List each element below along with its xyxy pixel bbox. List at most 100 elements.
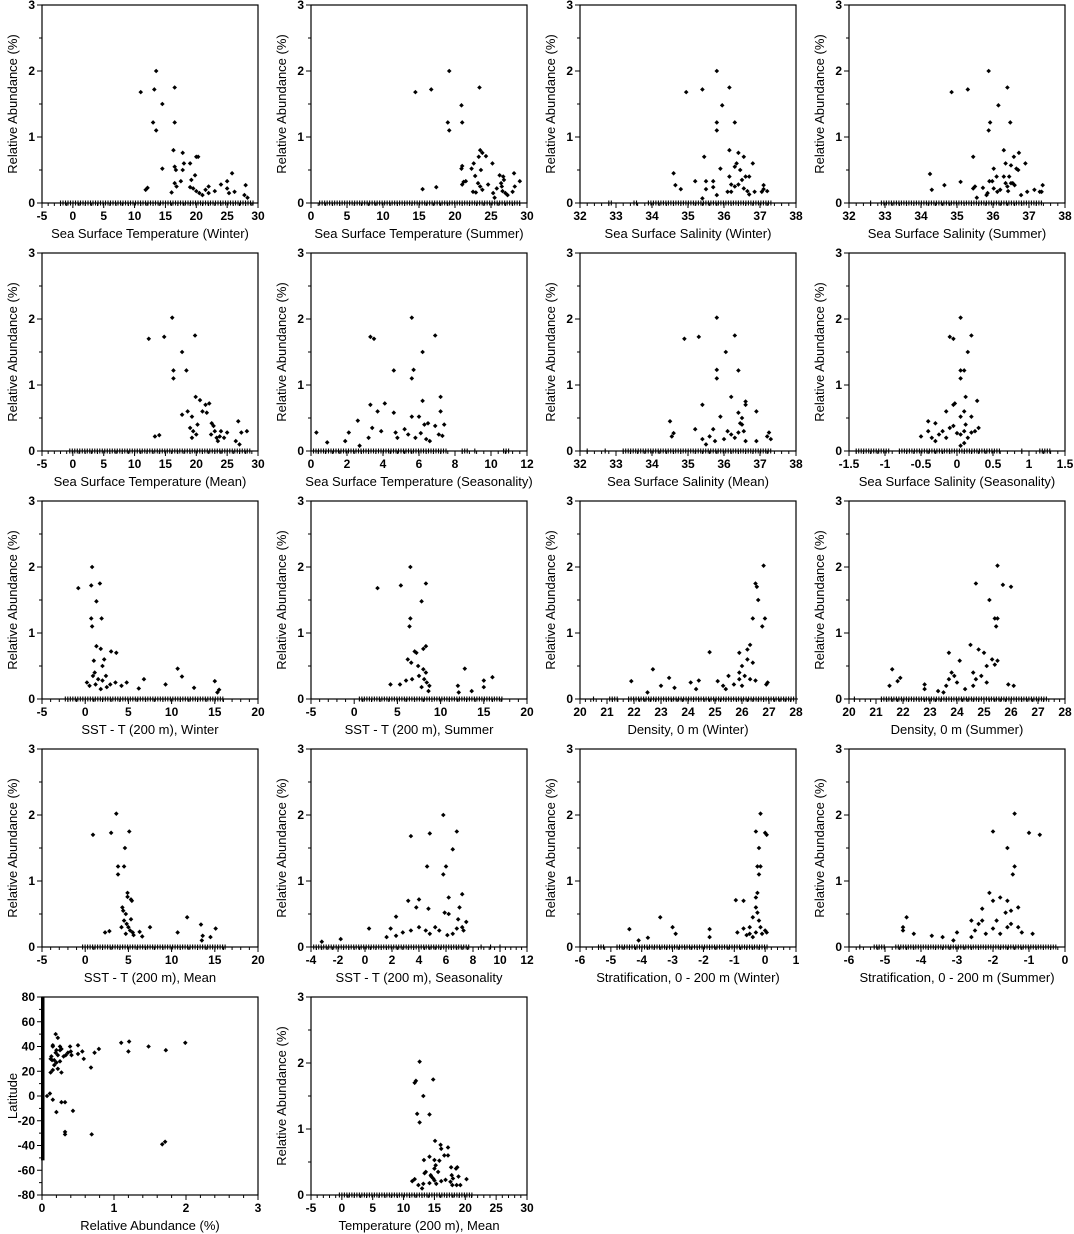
- y-tick-label: 2: [297, 1056, 304, 1070]
- data-point: [454, 1164, 460, 1170]
- x-tick-label: 15: [428, 1201, 442, 1215]
- data-point: [742, 673, 747, 679]
- plot-frame: [41, 500, 259, 700]
- data-point: [976, 425, 981, 431]
- y-axis-label: Relative Abundance (%): [812, 282, 827, 421]
- data-point: [445, 932, 450, 938]
- data-point: [195, 154, 201, 160]
- data-point: [693, 686, 699, 692]
- data-point: [174, 184, 179, 189]
- y-tick-label: 0: [835, 940, 842, 954]
- data-point: [754, 409, 759, 414]
- y-tick-label: 1: [566, 626, 573, 640]
- data-point: [958, 368, 963, 373]
- data-point: [437, 1158, 442, 1163]
- data-point: [929, 933, 935, 939]
- data-point: [427, 831, 433, 836]
- data-point: [53, 1050, 58, 1055]
- data-point: [436, 432, 442, 437]
- data-point: [237, 442, 242, 447]
- data-point: [203, 187, 208, 193]
- data-point: [445, 1145, 451, 1150]
- data-point: [925, 419, 931, 424]
- x-tick-label: -5: [306, 705, 317, 719]
- data-point: [703, 186, 709, 192]
- data-point: [197, 190, 202, 196]
- data-point: [408, 833, 414, 839]
- data-point: [90, 673, 96, 679]
- y-tick-label: 1: [297, 378, 304, 392]
- data-point: [59, 1070, 64, 1075]
- y-tick-label: 0: [297, 692, 304, 706]
- data-point: [725, 189, 730, 195]
- y-tick-label: -40: [18, 1139, 36, 1153]
- data-point: [1001, 174, 1007, 179]
- zero-abundance-points: [615, 944, 771, 950]
- data-point: [435, 1169, 441, 1175]
- x-tick-label: 21: [869, 705, 883, 719]
- zero-abundance-points: [501, 448, 511, 454]
- zero-abundance-points: [67, 448, 254, 454]
- x-tick-label: 5: [394, 705, 401, 719]
- data-point: [995, 189, 1000, 195]
- data-point: [441, 812, 446, 818]
- data-point: [217, 434, 223, 439]
- data-point: [900, 928, 906, 933]
- data-point: [62, 1099, 68, 1105]
- data-point: [459, 891, 465, 897]
- data-point: [107, 928, 112, 934]
- data-point: [99, 616, 104, 621]
- y-axis-label: Relative Abundance (%): [543, 34, 558, 173]
- x-axis-label: SST - T (200 m), Mean: [84, 970, 216, 985]
- data-point: [441, 872, 446, 877]
- x-tick-label: 28: [1058, 705, 1072, 719]
- data-point: [384, 934, 389, 940]
- zero-abundance-points: [852, 696, 857, 702]
- x-tick-label: 23: [654, 705, 668, 719]
- x-tick-label: 15: [477, 705, 491, 719]
- data-point: [987, 597, 992, 603]
- data-point: [461, 179, 466, 185]
- data-point: [414, 650, 419, 656]
- y-tick-label: 3: [297, 742, 304, 756]
- data-point: [958, 315, 963, 320]
- data-point: [449, 1172, 455, 1178]
- data-point: [1015, 905, 1021, 910]
- data-point: [115, 872, 121, 877]
- data-point: [113, 680, 118, 685]
- data-point: [454, 829, 460, 834]
- x-tick-label: 10: [165, 953, 179, 967]
- zero-abundance-points: [621, 448, 773, 454]
- data-point: [758, 924, 763, 930]
- data-point: [55, 1035, 61, 1041]
- data-point: [678, 186, 684, 192]
- data-point: [129, 898, 135, 904]
- data-point: [438, 1146, 444, 1152]
- data-point: [726, 673, 731, 679]
- x-tick-label: 0: [39, 1201, 46, 1215]
- data-point: [733, 897, 739, 903]
- data-point: [696, 334, 702, 340]
- data-point: [718, 166, 723, 171]
- x-tick-label: 5: [344, 209, 351, 223]
- data-point: [745, 657, 750, 662]
- data-point: [91, 658, 97, 664]
- data-point: [342, 438, 348, 444]
- y-tick-label: 3: [28, 246, 35, 260]
- x-tick-label: 37: [753, 209, 767, 223]
- data-point: [1005, 184, 1010, 189]
- data-point: [737, 676, 742, 682]
- data-point: [211, 423, 216, 429]
- data-point: [120, 908, 126, 913]
- x-tick-label: 37: [753, 457, 767, 471]
- y-tick-label: 2: [297, 560, 304, 574]
- data-point: [761, 186, 766, 192]
- data-point: [441, 422, 447, 427]
- data-point: [994, 918, 999, 923]
- data-point: [952, 401, 958, 406]
- data-point: [481, 684, 487, 690]
- y-axis-label: Relative Abundance (%): [543, 778, 558, 917]
- x-tick-label: 37: [1022, 209, 1036, 223]
- data-point: [741, 926, 746, 931]
